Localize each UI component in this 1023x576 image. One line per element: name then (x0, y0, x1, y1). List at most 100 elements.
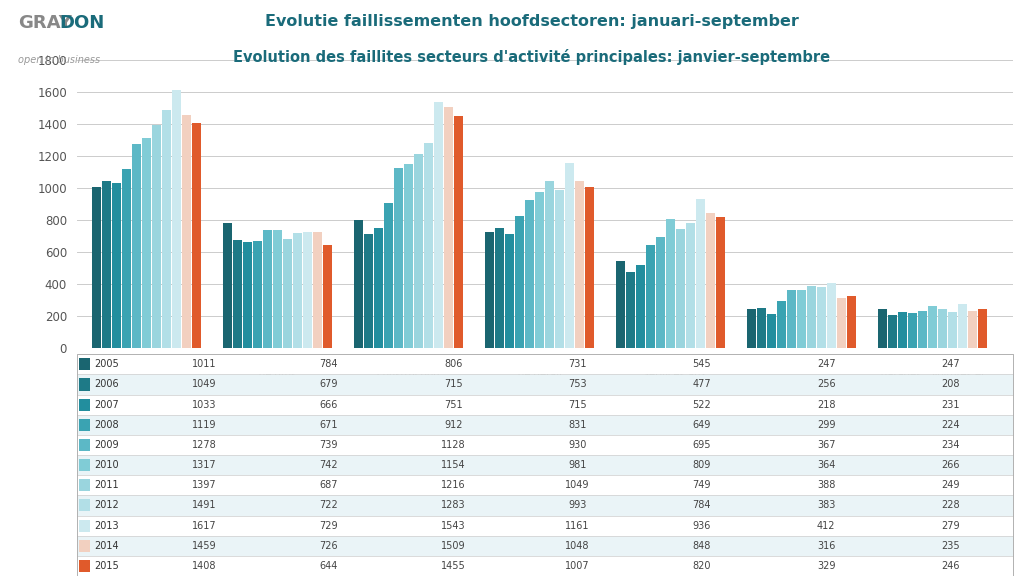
Text: 1049: 1049 (192, 380, 217, 389)
Bar (122, 169, 131, 348)
Bar (908, 313, 918, 348)
Bar (636, 265, 646, 348)
Text: 930: 930 (569, 440, 587, 450)
Text: GRAY: GRAY (18, 14, 73, 32)
Bar (516, 215, 525, 348)
Bar (747, 309, 756, 348)
Text: 231: 231 (941, 400, 960, 410)
Text: 912: 912 (444, 420, 462, 430)
Bar (374, 228, 384, 348)
Text: 329: 329 (817, 561, 836, 571)
Text: 246: 246 (941, 561, 960, 571)
Text: 1119: 1119 (192, 420, 217, 430)
Bar (192, 123, 202, 348)
Text: Evolution des faillites secteurs d'activité principales: janvier-septembre: Evolution des faillites secteurs d'activ… (233, 49, 831, 65)
Bar (102, 181, 112, 348)
Bar (968, 311, 977, 348)
Bar (505, 234, 515, 348)
Text: 687: 687 (319, 480, 338, 490)
Text: 726: 726 (319, 541, 338, 551)
Text: 367: 367 (817, 440, 836, 450)
Bar (425, 143, 434, 348)
Text: 715: 715 (444, 380, 462, 389)
Bar (434, 101, 443, 348)
Bar (142, 138, 151, 348)
Bar (323, 245, 332, 348)
Bar (676, 229, 685, 348)
Text: 739: 739 (319, 440, 338, 450)
Bar (273, 230, 282, 348)
Text: 715: 715 (568, 400, 587, 410)
Bar (978, 309, 987, 348)
Text: 224: 224 (941, 420, 960, 430)
Bar (364, 234, 373, 348)
Text: 2009: 2009 (94, 440, 119, 450)
Text: 1408: 1408 (192, 561, 217, 571)
Text: 809: 809 (693, 460, 711, 470)
Bar (92, 187, 101, 348)
Text: 2005: 2005 (94, 359, 120, 369)
Bar (807, 286, 816, 348)
Bar (77, 475, 1013, 495)
Bar (79, 419, 90, 431)
Text: 247: 247 (941, 359, 960, 369)
Bar (545, 181, 554, 348)
Text: 784: 784 (693, 501, 711, 510)
Text: 722: 722 (319, 501, 339, 510)
Bar (404, 164, 413, 348)
Text: open in business: open in business (18, 55, 100, 65)
Text: 247: 247 (817, 359, 836, 369)
Text: 256: 256 (817, 380, 836, 389)
Bar (485, 232, 494, 348)
Bar (243, 242, 253, 348)
Text: 749: 749 (693, 480, 711, 490)
Bar (777, 301, 787, 348)
Bar (384, 203, 394, 348)
Text: 228: 228 (941, 501, 960, 510)
Text: 412: 412 (817, 521, 836, 530)
Bar (313, 232, 322, 348)
Bar (706, 213, 715, 348)
Bar (575, 181, 584, 348)
Bar (757, 308, 766, 348)
Bar (787, 290, 796, 348)
Text: 981: 981 (569, 460, 587, 470)
Bar (79, 378, 90, 391)
Bar (444, 107, 453, 348)
Bar (79, 459, 90, 471)
Text: 2015: 2015 (94, 561, 120, 571)
Text: 234: 234 (941, 440, 960, 450)
Text: 784: 784 (319, 359, 338, 369)
Bar (182, 115, 191, 348)
Text: 388: 388 (817, 480, 836, 490)
Bar (77, 536, 1013, 556)
Text: 1543: 1543 (441, 521, 465, 530)
Bar (77, 455, 1013, 475)
Bar (585, 187, 594, 348)
Bar (525, 200, 534, 348)
Text: 753: 753 (568, 380, 587, 389)
Bar (77, 556, 1013, 576)
Bar (294, 233, 303, 348)
Text: Evolutie faillissementen hoofdsectoren: januari-september: Evolutie faillissementen hoofdsectoren: … (265, 14, 799, 29)
Text: 679: 679 (319, 380, 338, 389)
Text: 1283: 1283 (441, 501, 465, 510)
Text: 1154: 1154 (441, 460, 465, 470)
Text: 279: 279 (941, 521, 960, 530)
Bar (626, 272, 635, 348)
Bar (132, 144, 141, 348)
Text: 1491: 1491 (192, 501, 217, 510)
Bar (555, 190, 565, 348)
Bar (847, 296, 856, 348)
Text: 1509: 1509 (441, 541, 465, 551)
Text: 2011: 2011 (94, 480, 119, 490)
Bar (938, 309, 947, 348)
Bar (828, 283, 837, 348)
Bar (162, 110, 172, 348)
Bar (77, 435, 1013, 455)
Text: 1161: 1161 (566, 521, 589, 530)
Text: 522: 522 (693, 400, 711, 410)
Bar (79, 439, 90, 451)
Text: 249: 249 (941, 480, 960, 490)
Bar (696, 199, 706, 348)
